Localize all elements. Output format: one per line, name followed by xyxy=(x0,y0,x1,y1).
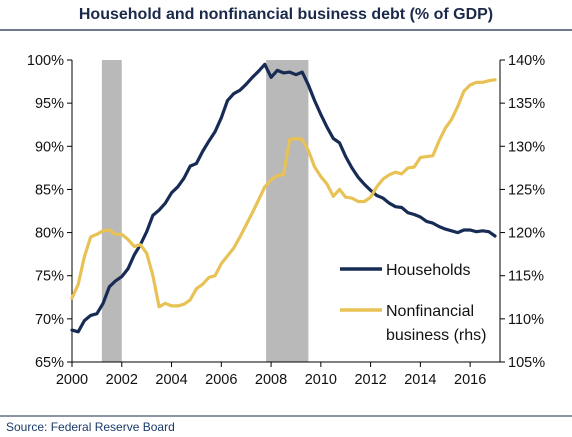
y-right-tick-label: 135% xyxy=(508,96,545,112)
y-left-tick-label: 70% xyxy=(35,312,64,328)
legend-label-business: Nonfinancial xyxy=(386,303,474,320)
x-tick-label: 2012 xyxy=(354,372,386,388)
y-left-tick-label: 100% xyxy=(27,53,64,69)
business-line xyxy=(70,78,497,309)
y-right-tick-label: 115% xyxy=(508,269,544,285)
x-tick-label: 2016 xyxy=(454,372,486,388)
legend-label-households: Households xyxy=(386,262,471,279)
y-left-tick-label: 65% xyxy=(35,355,64,371)
y-left-tick-label: 80% xyxy=(35,226,64,242)
recession-band-2 xyxy=(266,60,309,362)
x-tick-label: 2004 xyxy=(155,372,187,388)
x-tick-label: 2008 xyxy=(255,372,287,388)
recession-band-1 xyxy=(101,60,122,362)
y-left-tick-label: 75% xyxy=(35,269,64,285)
x-tick-label: 2014 xyxy=(404,372,436,388)
chart-title: Household and nonfinancial business debt… xyxy=(78,6,494,23)
y-left-tick-label: 90% xyxy=(35,139,64,155)
y-right-tick-label: 110% xyxy=(508,312,544,328)
y-left-tick-label: 95% xyxy=(35,96,64,112)
x-tick-label: 2006 xyxy=(205,372,237,388)
y-right-tick-label: 130% xyxy=(508,139,545,155)
y-right-tick-label: 120% xyxy=(508,226,545,242)
y-left-tick-label: 85% xyxy=(35,182,64,198)
x-tick-label: 2010 xyxy=(305,372,337,388)
source-note: Source: Federal Reserve Board xyxy=(6,420,175,434)
y-right-tick-label: 105% xyxy=(508,355,545,371)
x-tick-label: 2002 xyxy=(106,372,138,388)
y-right-tick-label: 140% xyxy=(508,53,545,69)
households-line xyxy=(70,62,497,334)
legend-label-business: business (rhs) xyxy=(386,327,486,344)
y-right-tick-label: 125% xyxy=(508,182,545,198)
x-tick-label: 2000 xyxy=(56,372,88,388)
